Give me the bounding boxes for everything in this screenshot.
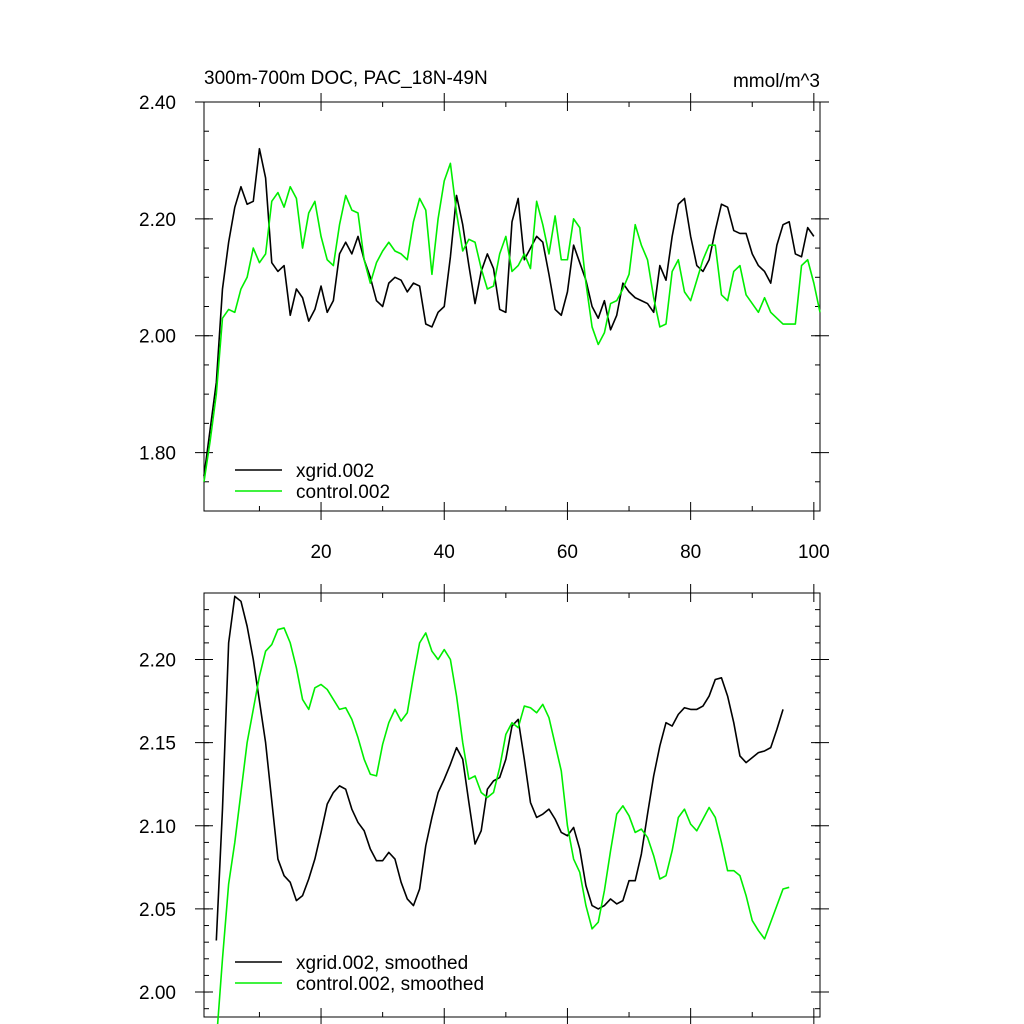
bottom-chart-panel: 2.00 2.05 2.10 2.15 2.20 xgrid.002, smoothed… (139, 584, 829, 1024)
legend-label-control: control.002 (296, 482, 390, 503)
top-chart-panel: 300m-700m DOC, PAC_18N-49N mmol/m^3 1.80… (139, 68, 830, 563)
y-tick-label: 2.00 (139, 983, 176, 1004)
series-line-control-002-smoothed (216, 627, 790, 1024)
series-line-control-002 (203, 162, 821, 482)
bottom-plot-frame (203, 592, 821, 1018)
top-chart-x-tick-labels: 20 40 60 80 100 (310, 542, 829, 563)
y-tick-label: 2.00 (139, 327, 176, 348)
bottom-chart-ticks (195, 584, 829, 1024)
x-tick-label: 60 (557, 542, 578, 563)
x-tick-label: 100 (798, 542, 830, 563)
y-tick-label: 2.15 (139, 734, 176, 755)
y-tick-label: 1.80 (139, 444, 176, 465)
y-tick-label: 2.20 (139, 210, 176, 231)
top-chart-y-tick-labels: 1.80 2.00 2.20 2.40 (139, 93, 176, 465)
top-chart-series (203, 147, 821, 482)
top-plot-frame (203, 101, 821, 512)
top-chart-units: mmol/m^3 (733, 71, 820, 92)
y-tick-label: 2.20 (139, 651, 176, 672)
x-tick-label: 40 (434, 542, 455, 563)
legend-label-xgrid: xgrid.002 (296, 461, 374, 482)
legend-label-control-smoothed: control.002, smoothed (296, 974, 484, 995)
x-tick-label: 80 (680, 542, 701, 563)
bottom-chart-series (215, 595, 790, 1024)
y-tick-label: 2.10 (139, 817, 176, 838)
x-tick-label: 20 (310, 542, 331, 563)
top-chart-legend: xgrid.002 control.002 (235, 461, 390, 503)
top-chart-title: 300m-700m DOC, PAC_18N-49N (204, 68, 488, 89)
bottom-chart-legend: xgrid.002, smoothed control.002, smoothe… (235, 953, 484, 995)
y-tick-label: 2.05 (139, 900, 176, 921)
bottom-chart-y-tick-labels: 2.00 2.05 2.10 2.15 2.20 (139, 651, 176, 1005)
y-tick-label: 2.40 (139, 93, 176, 114)
top-chart-ticks (195, 93, 829, 520)
legend-label-xgrid-smoothed: xgrid.002, smoothed (296, 953, 468, 974)
series-line-xgrid-002-smoothed (215, 595, 784, 941)
